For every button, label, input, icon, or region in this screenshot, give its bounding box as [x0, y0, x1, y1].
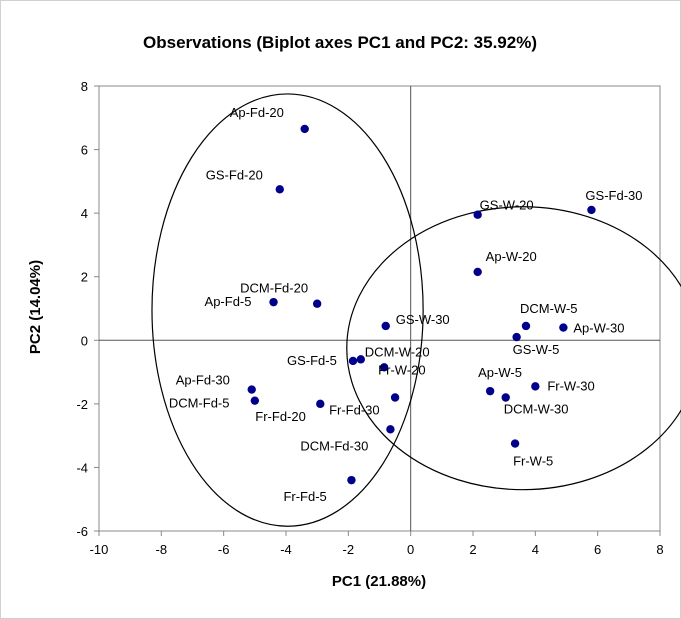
- data-point: [348, 356, 358, 366]
- point-label: DCM-Fd-20: [240, 281, 308, 296]
- point-label: GS-W-5: [513, 342, 560, 357]
- data-point: [510, 439, 520, 448]
- data-point: [275, 185, 284, 194]
- point-label: GS-Fd-30: [585, 188, 642, 203]
- data-point: [300, 124, 309, 134]
- y-tick-label: -2: [76, 397, 88, 412]
- data-point: [250, 396, 260, 405]
- confidence-ellipse: [346, 206, 681, 491]
- point-label: Fr-Fd-20: [255, 409, 306, 424]
- y-axis-title: PC2 (14.04%): [27, 260, 44, 354]
- y-tick-label: 4: [81, 206, 88, 221]
- point-label: Ap-Fd-30: [176, 373, 230, 388]
- x-tick-label: 6: [594, 542, 601, 557]
- point-label: DCM-Fd-30: [300, 438, 368, 453]
- x-tick-label: -4: [280, 542, 292, 557]
- data-point: [473, 210, 482, 219]
- confidence-ellipse: [151, 93, 424, 527]
- y-tick-label: 8: [81, 79, 88, 94]
- data-point: [512, 332, 521, 342]
- point-label: Fr-Fd-30: [329, 403, 380, 418]
- y-tick-label: -4: [76, 460, 88, 475]
- x-tick-label: -10: [90, 542, 109, 557]
- point-label: DCM-W-20: [365, 344, 430, 359]
- data-point: [473, 267, 482, 277]
- point-label: GS-W-30: [396, 312, 450, 327]
- point-label: Ap-W-30: [573, 321, 624, 336]
- y-tick-label: -6: [76, 524, 88, 539]
- data-point: [386, 425, 395, 434]
- data-point: [379, 363, 389, 372]
- point-label: Fr-Fd-5: [283, 489, 326, 504]
- x-tick-label: 4: [532, 542, 539, 557]
- point-label: Fr-W-30: [547, 378, 594, 393]
- data-point: [501, 393, 510, 402]
- data-point: [312, 299, 322, 308]
- data-point: [347, 475, 356, 485]
- point-label: Fr-W-5: [513, 454, 553, 469]
- data-point: [559, 323, 568, 332]
- x-tick-label: -8: [156, 542, 168, 557]
- data-point: [390, 393, 400, 402]
- data-point: [531, 382, 540, 391]
- point-label: Ap-W-20: [486, 249, 537, 264]
- plot-border: [98, 85, 661, 532]
- x-tick-label: 0: [407, 542, 414, 557]
- data-point: [356, 355, 365, 364]
- y-tick-label: 2: [81, 270, 88, 285]
- point-label: GS-Fd-5: [287, 353, 337, 368]
- point-label: Ap-Fd-5: [205, 294, 252, 309]
- x-tick-label: 8: [656, 542, 663, 557]
- plot-area: -10 -8 -6 -4 -2 0 2 4 6 8 -6 -4 -2 0 2 4 6 8 Ap-Fd-20 GS-Fd…: [76, 79, 681, 557]
- point-label: DCM-W-5: [520, 301, 578, 316]
- point-label: Fr-W-20: [378, 362, 425, 377]
- y-tick-label: 6: [81, 143, 88, 158]
- point-label: DCM-Fd-5: [169, 396, 230, 411]
- data-point: [485, 386, 495, 396]
- point-label: Ap-Fd-20: [230, 105, 284, 120]
- point-label: DCM-W-30: [504, 402, 569, 417]
- data-point: [587, 205, 596, 215]
- data-point: [381, 321, 390, 331]
- point-label: GS-W-20: [480, 198, 534, 213]
- x-tick-label: -6: [218, 542, 230, 557]
- data-point: [316, 399, 325, 409]
- chart-title: Observations (Biplot axes PC1 and PC2: 3…: [143, 33, 537, 52]
- data-point: [521, 321, 531, 331]
- data-point: [247, 385, 256, 394]
- data-point: [269, 297, 278, 307]
- x-axis-title: PC1 (21.88%): [332, 573, 426, 590]
- x-tick-label: 2: [469, 542, 476, 557]
- point-label: Ap-W-5: [478, 365, 522, 380]
- x-tick-label: -2: [343, 542, 355, 557]
- point-label: GS-Fd-20: [206, 167, 263, 182]
- y-tick-label: 0: [81, 333, 88, 348]
